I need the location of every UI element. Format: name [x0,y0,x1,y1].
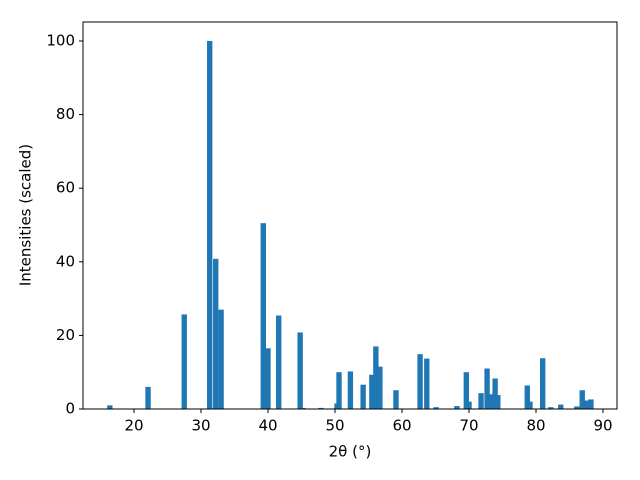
bar [265,348,271,409]
bar [145,386,151,409]
bar [218,309,224,409]
x-tick-label: 50 [325,417,344,435]
bar [424,358,430,409]
bar [579,390,585,409]
x-tick-label: 70 [459,417,478,435]
bar [417,354,423,409]
bar [524,385,530,409]
x-tick-label: 40 [258,417,277,435]
bar [276,315,282,409]
y-tick-label: 100 [46,31,75,49]
bar [433,407,439,409]
x-tick-label: 60 [392,417,411,435]
x-tick-label: 20 [124,417,143,435]
bar [213,258,219,409]
bar [492,378,498,409]
bar [260,223,266,409]
bar [373,346,379,409]
bar [540,358,546,409]
bar [393,390,399,409]
plot-frame [82,21,618,410]
bar [181,314,187,409]
y-tick-label: 80 [56,105,75,123]
bar [583,400,589,409]
bar [318,407,324,409]
bar [377,366,383,409]
bar [369,374,375,409]
bar [588,399,594,409]
bar [484,368,490,409]
y-axis-label: Intensities (scaled) [17,144,35,286]
bar [527,401,533,409]
bar [360,384,366,409]
bar [463,372,469,409]
y-tick-label: 40 [56,252,75,270]
bar [454,406,460,409]
bar [478,393,484,409]
bar [495,395,501,409]
x-tick-label: 30 [191,417,210,435]
bar [336,372,342,409]
y-tick-label: 0 [65,400,75,418]
x-tick-label: 90 [593,417,612,435]
y-tick-label: 20 [56,326,75,344]
bar [548,407,554,409]
bar [558,404,564,409]
bar [207,40,213,409]
bar [297,332,303,409]
bar [347,371,354,409]
x-axis-label: 2θ (°) [329,443,372,461]
y-tick-label: 60 [56,179,75,197]
bar [466,401,472,409]
bar [300,407,306,409]
bar [107,405,113,409]
bar [574,406,580,409]
bar [488,394,494,409]
x-tick-label: 80 [526,417,545,435]
